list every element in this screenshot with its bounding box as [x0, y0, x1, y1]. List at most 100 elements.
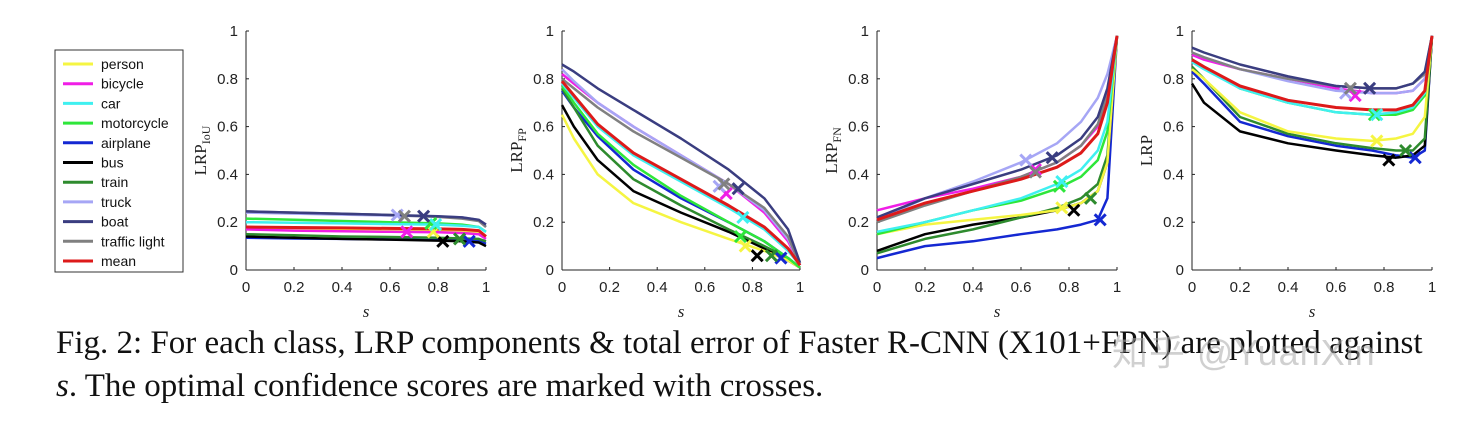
series-line-motorcycle	[560, 85, 801, 269]
series-line-bicycle	[245, 228, 487, 240]
x-axis-label: s	[1309, 302, 1316, 320]
x-tick-label: 0.6	[1011, 279, 1032, 296]
legend-label: mean	[101, 253, 136, 269]
legend-label: motorcycle	[101, 115, 169, 131]
x-tick-label: 0.4	[332, 279, 353, 296]
legend-label: person	[101, 56, 144, 72]
series-line-car	[245, 220, 487, 233]
y-tick-label: 0.2	[533, 214, 554, 231]
y-tick-label: 0.4	[533, 166, 554, 183]
optimal-cross-train	[764, 249, 779, 263]
x-tick-label: 0.4	[647, 279, 668, 296]
x-tick-label: 0	[1188, 279, 1196, 296]
x-tick-label: 0.8	[742, 279, 763, 296]
series-line-truck	[561, 68, 802, 266]
x-tick-label: 0.4	[963, 279, 984, 296]
x-tick-label: 0.8	[1059, 279, 1080, 296]
y-tick-label: 0.6	[217, 119, 238, 136]
figure: person bicycle car motorcycle airplane bus tra…	[54, 23, 1436, 320]
x-tick-label: 0.2	[284, 279, 305, 296]
legend-label: boat	[101, 214, 128, 230]
series-line-bus	[1190, 35, 1434, 159]
optimal-cross-car	[1055, 175, 1069, 189]
optimal-cross-person	[738, 239, 752, 253]
legend-label: car	[101, 95, 121, 111]
series-line-traffic-light	[876, 35, 1119, 224]
optimal-cross-bus	[750, 249, 764, 263]
x-tick-label: 0	[242, 279, 250, 296]
series-line-bus	[560, 104, 801, 269]
optimal-cross-train	[1084, 191, 1098, 205]
x-tick-label: 1	[1113, 279, 1121, 296]
optimal-cross-bus	[436, 234, 450, 248]
y-tick-label: 0	[230, 262, 238, 279]
series-line-train	[1191, 35, 1434, 152]
optimal-cross-boat	[1045, 151, 1059, 165]
figure-caption: Fig. 2: For each class, LRP components &…	[56, 322, 1446, 408]
x-tick-label: 1	[482, 279, 490, 296]
series-line-car	[1191, 35, 1434, 116]
chart-panel-4: 0 0.2 0.4 0.6 0.8 1 0 0.2 0.4 0.6 0.8 1 s LRP	[1137, 23, 1436, 320]
x-tick-label: 0.6	[380, 279, 401, 296]
x-axis-label: s	[678, 302, 685, 320]
series-line-boat	[561, 63, 802, 264]
y-axis-label: LRPFP	[507, 128, 529, 173]
optimal-cross-traffic-light	[1343, 81, 1357, 95]
optimal-cross-motorcycle	[1367, 108, 1381, 122]
optimal-cross-bicycle	[1348, 88, 1362, 103]
legend-label: airplane	[101, 135, 151, 151]
caption-variable: s	[56, 368, 69, 404]
x-tick-label: 0.6	[694, 279, 715, 296]
optimal-cross-boat	[417, 209, 431, 223]
y-tick-label: 0.6	[1163, 119, 1184, 136]
y-tick-label: 0.4	[1163, 166, 1184, 183]
series-line-bus	[245, 235, 487, 248]
figure-svg: person bicycle car motorcycle airplane bus tra…	[54, 23, 1436, 320]
chart-panel-3: 0 0.2 0.4 0.6 0.8 1 0 0.2 0.4 0.6 0.8 1 s LRPFN	[822, 23, 1121, 320]
y-tick-label: 1	[546, 23, 554, 40]
x-tick-label: 1	[1428, 279, 1436, 296]
legend-label: bus	[101, 155, 124, 171]
x-tick-label: 0.8	[1374, 279, 1395, 296]
y-tick-label: 0.4	[848, 166, 869, 183]
legend: person bicycle car motorcycle airplane bus tra…	[54, 49, 184, 273]
optimal-cross-bicycle	[400, 225, 414, 239]
x-tick-label: 0	[558, 279, 566, 296]
y-tick-label: 0.6	[848, 119, 869, 136]
optimal-cross-traffic-light	[717, 177, 731, 191]
optimal-cross-person	[1055, 201, 1069, 215]
y-tick-label: 0.8	[1163, 71, 1184, 88]
series-line-train	[245, 232, 487, 243]
optimal-cross-airplane	[462, 234, 476, 248]
x-tick-label: 0.4	[1278, 279, 1299, 296]
series-line-mean	[876, 35, 1119, 222]
y-tick-label: 0	[1176, 262, 1184, 279]
watermark: 知乎 @YuanXin	[1112, 332, 1376, 373]
optimal-cross-bus	[1382, 153, 1396, 167]
caption-tail: . The optimal confidence scores are mark…	[68, 368, 824, 404]
y-tick-label: 0.2	[217, 214, 238, 231]
chart-panel-1: 0 0.2 0.4 0.6 0.8 1 0 0.2 0.4 0.6 0.8 1 s LRPIoU	[191, 23, 490, 320]
caption-lead: Fig. 2: For each class, LRP components &…	[56, 325, 1423, 361]
y-tick-label: 0.8	[533, 71, 554, 88]
y-tick-label: 0.8	[848, 71, 869, 88]
x-tick-label: 1	[796, 279, 804, 296]
y-tick-label: 1	[230, 23, 238, 40]
optimal-cross-boat	[731, 182, 745, 196]
optimal-cross-bus	[1067, 203, 1081, 217]
y-axis-label: LRP	[1137, 135, 1156, 166]
series-line-car	[561, 82, 801, 266]
series-line-train	[876, 35, 1119, 255]
legend-label: truck	[101, 194, 132, 210]
series-line-boat	[876, 35, 1119, 219]
x-tick-label: 0	[873, 279, 881, 296]
optimal-cross-person	[1370, 134, 1384, 148]
optimal-cross-airplane	[1093, 213, 1107, 227]
optimal-cross-boat	[1363, 81, 1377, 95]
x-axis-label: s	[363, 302, 370, 320]
series-line-person	[876, 35, 1119, 236]
series-line-mean	[245, 225, 487, 238]
series-line-train	[560, 87, 801, 269]
optimal-cross-traffic-light	[1028, 165, 1042, 179]
